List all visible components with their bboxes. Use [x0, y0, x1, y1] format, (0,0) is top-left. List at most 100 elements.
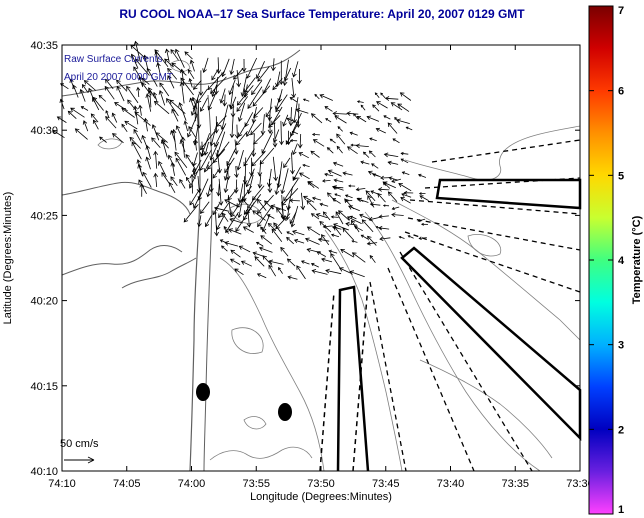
- current-vector: [207, 148, 226, 170]
- current-vector: [142, 172, 152, 188]
- bathymetry-contours: [97, 60, 581, 472]
- current-vector: [363, 151, 370, 158]
- current-vector-head: [105, 110, 109, 114]
- current-vector-head: [360, 234, 365, 238]
- current-vector-head: [306, 226, 312, 231]
- current-vector: [362, 219, 374, 233]
- current-vector: [138, 164, 143, 177]
- current-vector: [402, 171, 410, 175]
- current-vector: [281, 168, 289, 194]
- current-vector-head: [145, 93, 151, 99]
- current-vector: [176, 125, 183, 139]
- current-vector-head: [321, 257, 326, 262]
- current-vector-head: [418, 236, 422, 240]
- current-vector: [396, 119, 410, 124]
- overlay-text-line-1: Raw Surface Currents: [64, 54, 162, 65]
- current-vector-head: [155, 132, 160, 137]
- current-vector: [283, 157, 291, 168]
- current-vector: [52, 130, 65, 139]
- current-vector: [175, 49, 185, 68]
- current-vector: [246, 57, 258, 79]
- current-vector-head: [209, 155, 215, 161]
- current-vector-head: [276, 207, 281, 213]
- contour-line-1: [219, 257, 325, 472]
- current-vector-head: [267, 222, 272, 227]
- current-vector-head: [306, 200, 312, 205]
- current-vector-head: [245, 182, 250, 188]
- coastline-bay-shore: [61, 181, 191, 215]
- current-vector-head: [419, 195, 424, 200]
- current-vector: [291, 205, 299, 227]
- current-vector-head: [216, 191, 222, 197]
- current-vector-head: [365, 190, 371, 195]
- contour-shoal-2: [169, 60, 191, 72]
- contour-line-5: [391, 199, 581, 341]
- current-vector: [155, 132, 168, 143]
- current-vector-head: [211, 75, 216, 81]
- current-vector: [84, 80, 96, 91]
- coastline-inner-shore: [61, 245, 183, 276]
- current-vector-head: [273, 176, 278, 182]
- scale-vector: 50 cm/s: [60, 438, 99, 464]
- current-vector: [230, 58, 235, 75]
- current-vector-head: [133, 40, 139, 46]
- current-vector: [301, 260, 310, 265]
- current-vector-head: [401, 171, 405, 175]
- current-vector-head: [175, 48, 180, 54]
- current-vector: [181, 82, 185, 104]
- y-tick-group: 40:35 40:30 40:25 40:20 40:15 40:10: [30, 40, 580, 478]
- current-vector: [345, 223, 358, 226]
- current-vector-head: [252, 196, 257, 201]
- current-vector-head: [240, 260, 246, 265]
- current-vector: [259, 174, 262, 188]
- current-vector: [295, 109, 309, 114]
- current-vector: [199, 149, 212, 171]
- current-vector: [357, 116, 367, 123]
- current-vector-head: [203, 167, 209, 173]
- current-vector: [319, 94, 333, 101]
- current-vector: [121, 107, 135, 118]
- current-vector-head: [332, 111, 337, 117]
- current-vector-head: [133, 66, 138, 72]
- beam-dashed-east: [404, 139, 581, 293]
- current-vector: [347, 216, 362, 224]
- current-vector-head: [246, 132, 251, 137]
- current-vector-head: [133, 105, 138, 110]
- current-vector: [301, 192, 304, 210]
- current-vector: [369, 216, 381, 221]
- current-vector-head: [175, 125, 181, 130]
- current-vector-head: [70, 107, 75, 112]
- current-vector-head: [105, 78, 110, 84]
- current-vector: [149, 90, 152, 108]
- current-vector: [201, 141, 203, 156]
- current-vector-head: [349, 270, 354, 275]
- colorbar-label: Temperature (°C): [631, 215, 643, 304]
- current-vector-head: [356, 197, 360, 201]
- current-vector-head: [141, 82, 147, 88]
- current-vector-head: [236, 100, 242, 106]
- contour-line-6: [419, 359, 553, 459]
- current-vector-head: [105, 116, 110, 121]
- current-vector-head: [366, 241, 371, 246]
- current-vector-head: [230, 249, 236, 255]
- current-vector: [286, 205, 290, 220]
- current-vector: [105, 110, 110, 118]
- current-vector: [224, 166, 230, 181]
- current-vector-head: [175, 157, 180, 163]
- x-tick-label: 73:45: [372, 478, 400, 490]
- current-vector: [231, 111, 234, 138]
- current-vector-head: [290, 222, 296, 228]
- current-vector-head: [247, 104, 252, 110]
- current-vector-head: [147, 89, 153, 95]
- map-title: RU COOL NOAA–17 Sea Surface Temperature:…: [119, 7, 525, 21]
- current-vector-head: [193, 203, 198, 209]
- current-vector: [287, 258, 296, 267]
- current-vector-head: [188, 78, 193, 82]
- current-vector: [333, 162, 344, 167]
- current-vector: [321, 234, 330, 246]
- current-vector: [289, 200, 300, 202]
- current-vector-head: [387, 122, 393, 128]
- current-vector-head: [275, 107, 280, 113]
- y-tick-label: 40:30: [30, 125, 58, 137]
- current-vector-head: [242, 226, 248, 231]
